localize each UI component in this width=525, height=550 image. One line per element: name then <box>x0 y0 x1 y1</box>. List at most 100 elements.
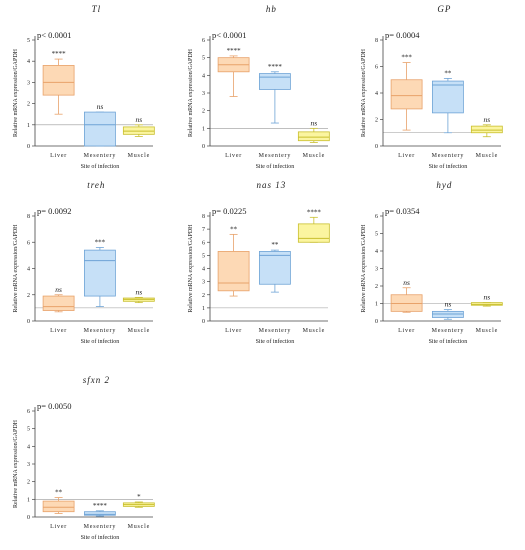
x-axis-label: Site of infection <box>429 163 468 170</box>
y-tick-label: 5 <box>375 232 378 238</box>
y-tick-label: 5 <box>202 56 205 62</box>
y-tick-label: 1 <box>27 497 30 503</box>
y-axis-label: Relative mRNA expression/GAPDH <box>188 224 194 313</box>
significance-label: ns <box>136 115 143 124</box>
box-mesentery: *** <box>84 239 116 307</box>
y-tick-label: 2 <box>202 109 205 115</box>
y-tick-label: 8 <box>27 214 30 220</box>
box-muscle: ns <box>122 287 155 304</box>
significance-label: ns <box>445 300 452 309</box>
box-mesentery: ns <box>84 102 116 147</box>
p-value-label: p< 0.0001 <box>37 30 72 40</box>
box-mesentery: **** <box>258 63 291 124</box>
chart-panel-0: Tl p< 0.0001 0 1 2 3 4 5 Relative mRNA expressio… <box>13 4 155 170</box>
significance-label: **** <box>307 208 322 216</box>
y-tick-label: 0 <box>27 515 30 521</box>
box-liver: ** <box>217 225 250 297</box>
y-tick-label: 6 <box>27 409 30 415</box>
y-tick-label: 2 <box>202 293 205 299</box>
y-tick-label: 4 <box>27 267 30 273</box>
box-mesentery: ** <box>431 69 464 134</box>
box-mesentery: ns <box>431 300 464 320</box>
panel-title: hb <box>266 4 277 14</box>
x-axis-label: Site of infection <box>81 163 120 170</box>
iqr-box <box>84 111 116 147</box>
significance-label: ** <box>271 241 279 249</box>
iqr-box <box>42 295 75 311</box>
p-value-label: p= 0.0004 <box>385 30 420 40</box>
significance-label: ns <box>55 285 62 294</box>
panel-title: treh <box>87 180 105 190</box>
y-tick-label: 1 <box>27 123 30 129</box>
y-tick-label: 0 <box>27 144 30 150</box>
y-tick-label: 2 <box>27 480 30 486</box>
y-tick-label: 2 <box>375 118 378 124</box>
box-liver: ns <box>390 278 423 313</box>
box-mesentery: **** <box>84 502 116 517</box>
y-tick-label: 1 <box>375 302 378 308</box>
category-label: Mesentery <box>84 328 117 334</box>
category-label: Muscle <box>128 153 150 159</box>
y-tick-label: 4 <box>375 249 378 255</box>
category-label: Liver <box>50 524 67 530</box>
significance-label: **** <box>268 63 283 71</box>
iqr-box <box>470 125 503 134</box>
box-mesentery: ** <box>258 241 291 293</box>
y-axis-label: Relative mRNA expression/GAPDH <box>13 48 19 137</box>
p-value-label: p= 0.0092 <box>37 206 72 216</box>
category-label: Mesentery <box>432 328 465 334</box>
iqr-box <box>42 65 75 96</box>
y-tick-label: 0 <box>375 144 378 150</box>
iqr-box <box>217 251 250 292</box>
significance-label: **** <box>227 47 242 55</box>
significance-label: ns <box>484 293 491 302</box>
significance-label: ns <box>403 278 410 287</box>
significance-label: *** <box>95 239 106 247</box>
y-tick-label: 0 <box>375 319 378 325</box>
iqr-box <box>431 80 464 114</box>
box-muscle: ns <box>470 293 503 307</box>
box-liver: *** <box>390 54 423 131</box>
chart-panel-5: hyd p= 0.0354 0 1 2 3 4 5 6 Relative mRNA express… <box>361 180 503 345</box>
x-axis-label: Site of infection <box>256 163 295 170</box>
y-axis-label: Relative mRNA expression/GAPDH <box>361 48 367 137</box>
chart-panel-6: sfxn 2 p= 0.0050 0 1 2 3 4 5 6 Relative mRNA expr… <box>13 375 155 541</box>
significance-label: ** <box>230 225 238 233</box>
iqr-box <box>390 79 423 110</box>
y-tick-label: 4 <box>202 267 205 273</box>
x-axis-label: Site of infection <box>429 338 468 345</box>
category-label: Liver <box>225 328 242 334</box>
box-muscle: ns <box>470 115 503 138</box>
y-tick-label: 1 <box>202 306 205 312</box>
x-axis-label: Site of infection <box>81 338 120 345</box>
category-label: Mesentery <box>432 153 465 159</box>
chart-panel-2: GP p= 0.0004 0 2 4 6 8 Relative mRNA expression… <box>361 4 503 170</box>
significance-label: * <box>137 493 141 501</box>
y-tick-label: 2 <box>27 102 30 108</box>
category-label: Liver <box>50 153 67 159</box>
y-tick-label: 0 <box>202 319 205 325</box>
significance-label: ns <box>97 102 104 111</box>
panel-title: GP <box>437 4 451 14</box>
p-value-label: p< 0.0001 <box>212 30 247 40</box>
category-label: Liver <box>50 328 67 334</box>
box-muscle: ns <box>297 118 330 143</box>
box-muscle: ns <box>122 115 155 137</box>
y-axis-label: Relative mRNA expression/GAPDH <box>361 224 367 313</box>
category-label: Muscle <box>128 328 150 334</box>
box-liver: **** <box>217 47 250 97</box>
category-label: Muscle <box>128 524 150 530</box>
y-tick-label: 1 <box>202 126 205 132</box>
y-tick-label: 6 <box>27 240 30 246</box>
category-label: Mesentery <box>84 153 117 159</box>
iqr-box <box>297 223 330 243</box>
category-label: Muscle <box>476 328 498 334</box>
y-tick-label: 5 <box>27 427 30 433</box>
y-tick-label: 4 <box>27 444 30 450</box>
iqr-box <box>258 73 291 90</box>
category-label: Liver <box>225 153 242 159</box>
category-label: Mesentery <box>84 524 117 530</box>
y-axis-label: Relative mRNA expression/GAPDH <box>13 419 19 508</box>
significance-label: **** <box>52 50 67 58</box>
